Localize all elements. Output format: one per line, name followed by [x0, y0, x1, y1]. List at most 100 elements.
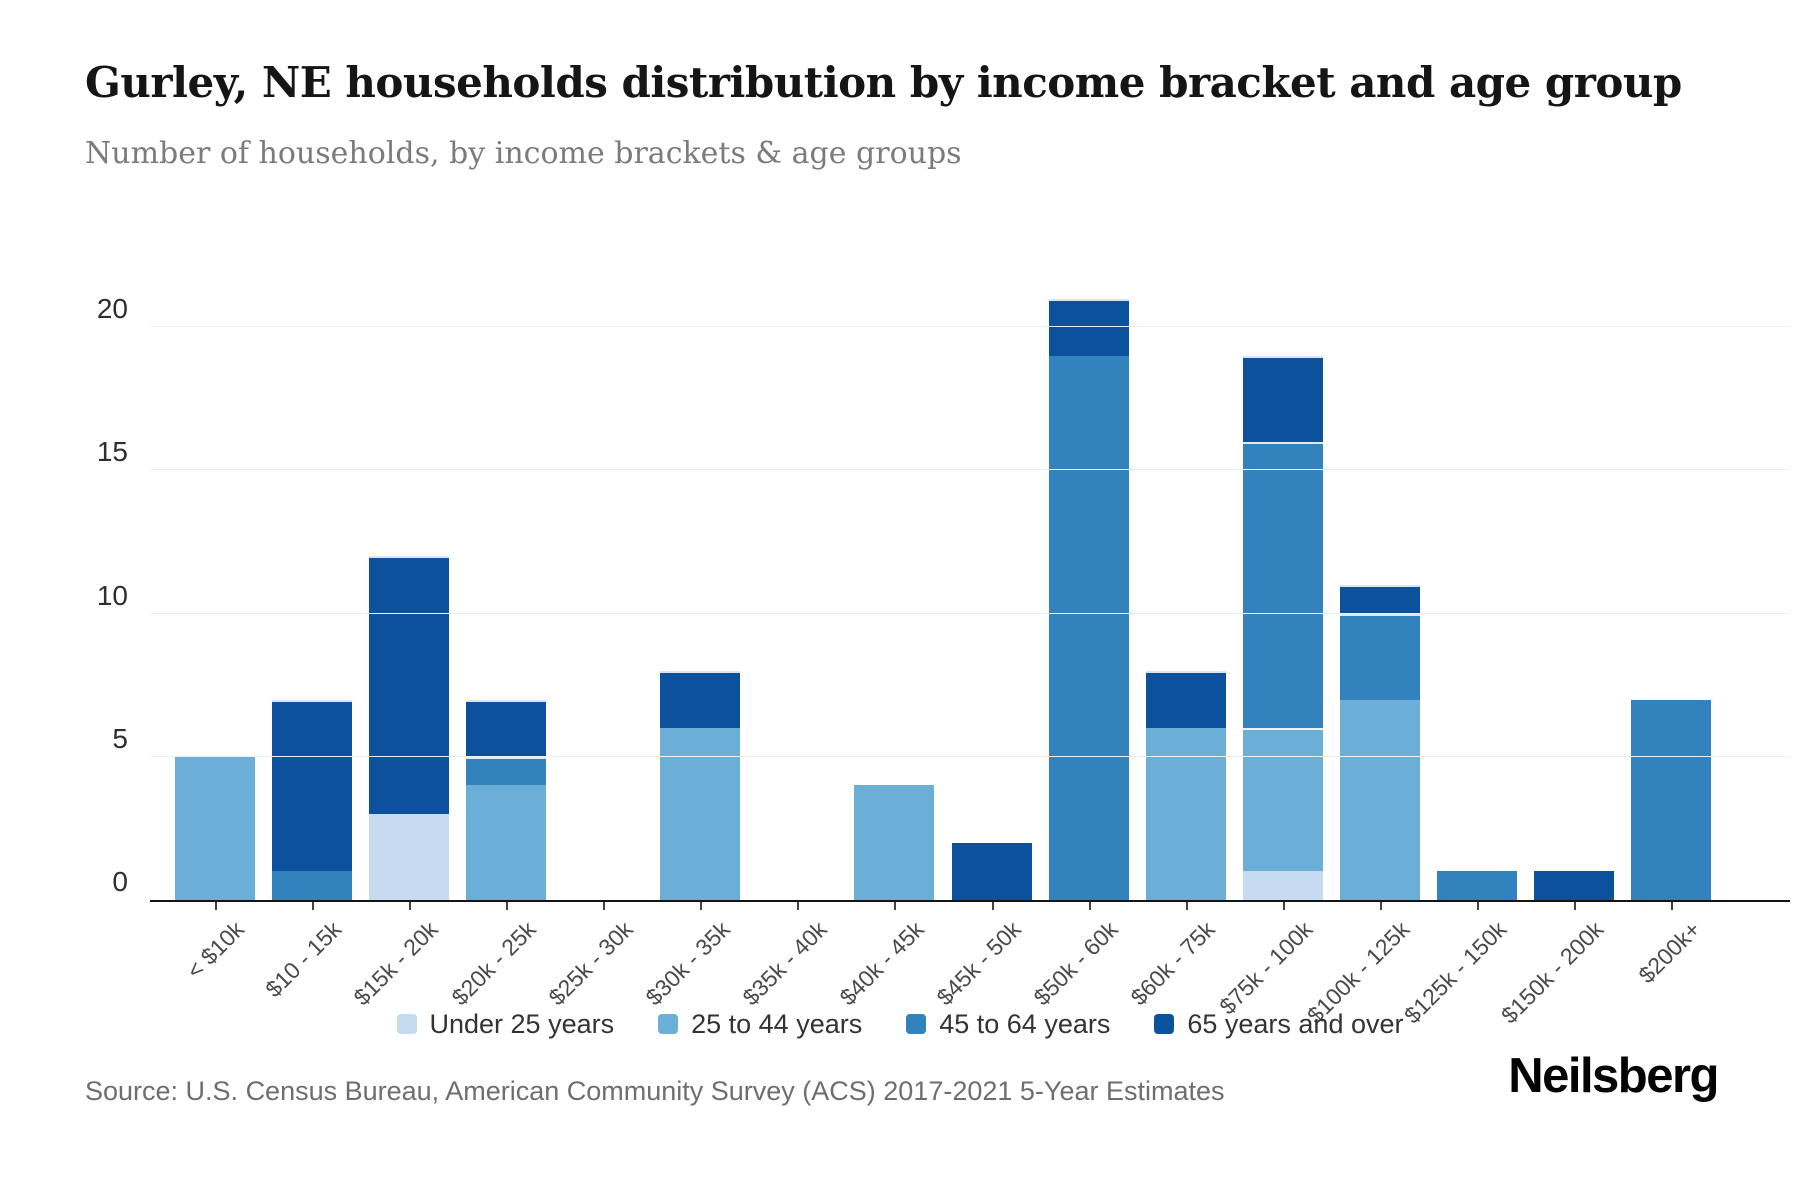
source-attribution: Source: U.S. Census Bureau, American Com…: [85, 1076, 1225, 1106]
x-axis-tick: [311, 902, 314, 910]
neilsberg-logo[interactable]: Neilsberg: [1508, 1049, 1719, 1103]
y-axis-tick-label: 0: [112, 866, 128, 897]
x-axis-tick: [408, 902, 411, 910]
bar-segment[interactable]: [1340, 585, 1421, 614]
stacked-bar: [1340, 585, 1421, 900]
legend-swatch-icon: [658, 1014, 679, 1034]
x-axis-tick: [1185, 902, 1188, 910]
x-axis-label: $40k - 45k: [834, 916, 929, 1011]
x-axis-label: $50k - 60k: [1028, 916, 1124, 1011]
x-axis-label: $45k - 50k: [931, 916, 1026, 1011]
bar-slot: $200k+: [1623, 270, 1720, 988]
legend-label: 25 to 44 years: [691, 1008, 863, 1039]
legend-label: 65 years and over: [1187, 1008, 1404, 1039]
gridline-y-20: [150, 326, 1790, 328]
x-axis-tick: [505, 902, 508, 910]
bar-segment[interactable]: [660, 728, 741, 900]
x-axis-line: [150, 900, 1790, 902]
x-axis-label: $15k - 20k: [348, 916, 444, 1011]
bar-segment[interactable]: [1340, 613, 1421, 700]
stacked-bar: [1242, 355, 1323, 900]
bar-segment[interactable]: [1437, 871, 1518, 900]
bar-segment[interactable]: [368, 556, 449, 815]
legend-item[interactable]: Under 25 years: [396, 1008, 615, 1040]
y-axis-tick-label: 15: [96, 436, 128, 468]
bar-slot: $150k - 200k: [1496, 270, 1623, 1028]
bar-segment[interactable]: [1242, 441, 1323, 729]
x-axis-tick: [991, 902, 994, 910]
legend-item[interactable]: 65 years and over: [1154, 1008, 1404, 1040]
x-axis-tick: [603, 902, 606, 910]
x-axis-tick: [1574, 902, 1577, 910]
bar-segment[interactable]: [854, 785, 935, 900]
bar-segment[interactable]: [1242, 355, 1323, 442]
bar-slot: < $10k: [166, 270, 263, 984]
bar-segment[interactable]: [1145, 670, 1226, 729]
stacked-bar: [1145, 670, 1226, 900]
legend-swatch-icon: [1154, 1014, 1175, 1034]
bar-segment[interactable]: [1242, 728, 1323, 872]
gridline-y-5: [150, 755, 1790, 757]
bar-segment[interactable]: [1340, 699, 1421, 900]
stacked-bar: [271, 699, 352, 900]
legend-label: Under 25 years: [429, 1008, 615, 1039]
x-axis-label: $35k - 40k: [737, 916, 832, 1011]
bar-slot: $40k - 45k: [834, 270, 943, 1010]
stacked-bar: [1048, 298, 1129, 900]
stacked-bar: [951, 842, 1032, 900]
x-axis-tick: [1477, 902, 1480, 910]
bar-segment[interactable]: [1048, 298, 1129, 356]
bar-slot: $15k - 20k: [349, 270, 457, 1010]
bar-slot: $10 - 15k: [260, 270, 360, 1002]
bar-segment[interactable]: [465, 699, 546, 757]
bar-segment[interactable]: [368, 814, 449, 900]
x-axis-tick: [1282, 902, 1285, 910]
stacked-bar: [1534, 871, 1615, 900]
x-axis-label: < $10k: [181, 916, 249, 984]
bar-segment[interactable]: [465, 756, 546, 786]
bar-slot: $20k - 25k: [446, 270, 554, 1010]
x-axis-tick: [214, 902, 217, 910]
x-axis-tick: [797, 902, 800, 910]
x-axis-tick: [1380, 902, 1383, 910]
x-axis-label: $30k - 35k: [640, 916, 735, 1011]
legend-item[interactable]: 45 to 64 years: [906, 1009, 1110, 1040]
bar-segment[interactable]: [1631, 699, 1712, 900]
plot-area: < $10k $10 - 15k $15k - 20k $20k - 25k $25k …: [97, 270, 1790, 1028]
bar-segment[interactable]: [951, 842, 1032, 900]
legend-swatch-icon: [396, 1014, 417, 1034]
bar-slot: $100k - 125k: [1302, 270, 1429, 1028]
gridline-y-10: [150, 612, 1790, 614]
x-axis-label: $20k - 25k: [445, 916, 541, 1011]
bar-segment[interactable]: [1242, 871, 1323, 900]
bar-segment[interactable]: [465, 785, 546, 900]
x-axis-label: $60k - 75k: [1125, 916, 1221, 1011]
page-subtitle: Number of households, by income brackets…: [85, 136, 962, 171]
bar-segment[interactable]: [271, 871, 352, 900]
bar-segment[interactable]: [660, 670, 741, 729]
bar-slot: $25k - 30k: [543, 270, 652, 1010]
x-axis-tick: [1671, 902, 1674, 910]
stacked-bar: [1631, 699, 1712, 900]
x-axis-tick: [1088, 902, 1091, 910]
stacked-bar: [660, 670, 741, 900]
stacked-bar: [465, 699, 546, 900]
legend-item[interactable]: 25 to 44 years: [658, 1009, 862, 1040]
bar-segment[interactable]: [1534, 871, 1615, 900]
y-axis-tick-label: 20: [96, 293, 128, 325]
x-axis-label: $200k+: [1633, 916, 1706, 989]
stacked-bar: [854, 785, 935, 900]
bar-slot: $75k - 100k: [1214, 270, 1331, 1019]
x-axis-label: $25k - 30k: [543, 916, 638, 1011]
gridline-y-15: [150, 469, 1790, 471]
bar-slot: $125k - 150k: [1399, 270, 1526, 1028]
bar-segment[interactable]: [1048, 355, 1129, 900]
bar-segment[interactable]: [271, 699, 352, 872]
bar-slot: $45k - 50k: [932, 270, 1040, 1010]
bar-slot: $30k - 35k: [640, 270, 749, 1010]
legend-label: 45 to 64 years: [939, 1008, 1111, 1039]
y-axis-tick-label: 5: [112, 722, 128, 754]
bar-segment[interactable]: [1145, 728, 1226, 900]
x-axis-tick: [700, 902, 703, 910]
bar-segment[interactable]: [174, 756, 255, 900]
